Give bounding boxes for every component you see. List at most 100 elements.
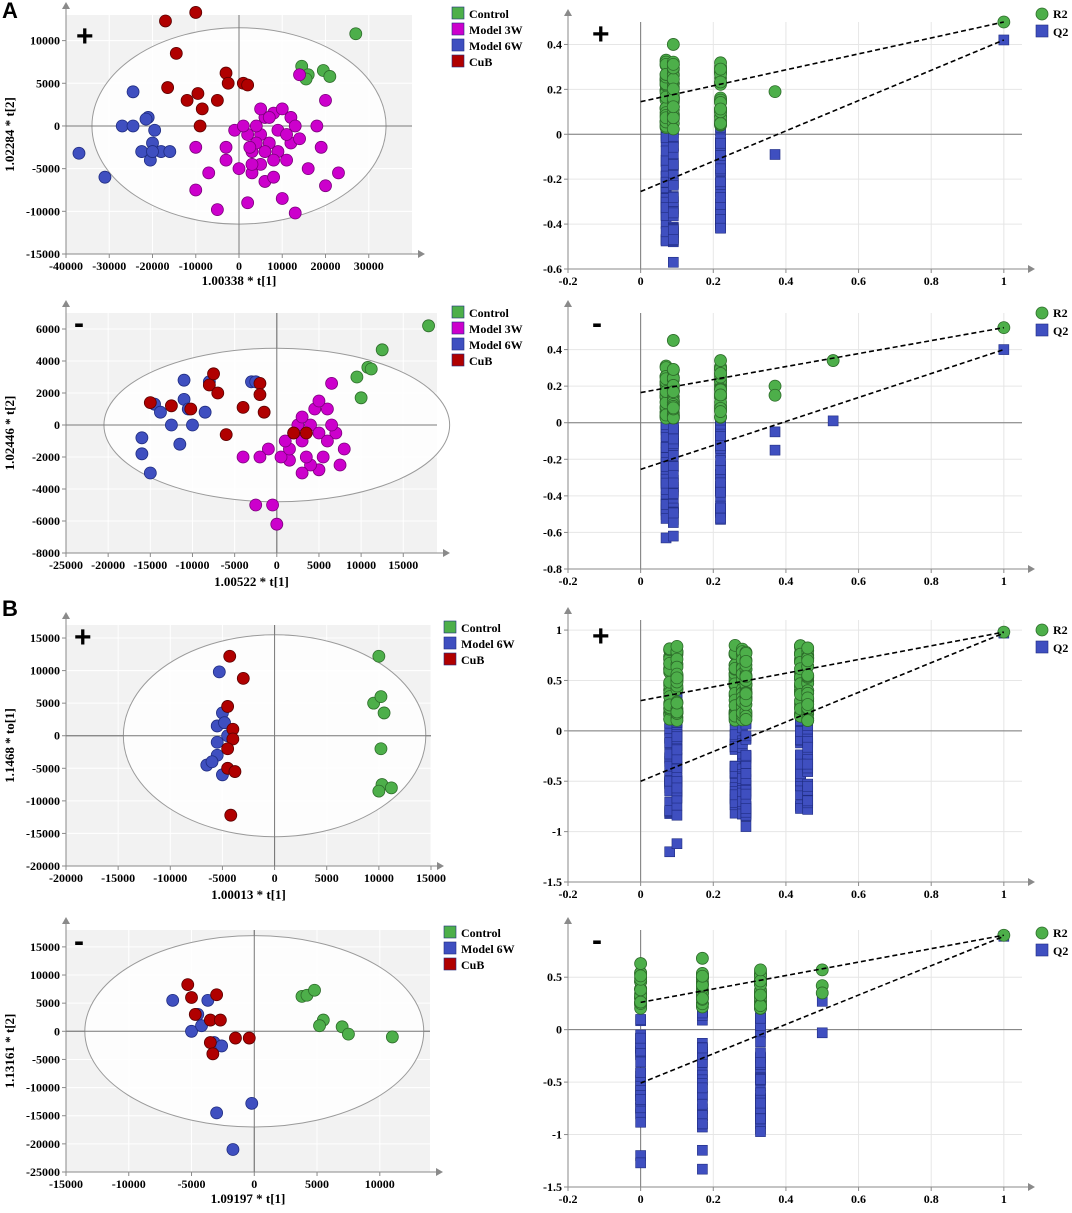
point-model-3w: [253, 450, 267, 464]
point-control: [374, 742, 388, 756]
legend-marker: [443, 941, 457, 955]
y-tick-label: -20000: [26, 1137, 60, 1151]
x-tick-label: -0.2: [559, 1192, 578, 1206]
y-tick-label: 4000: [36, 354, 60, 368]
point-cub: [203, 1036, 217, 1049]
point-control: [377, 706, 391, 720]
x-tick-label: -10000: [153, 871, 187, 885]
y-tick-label: 6000: [36, 322, 60, 336]
legend-label-q2: Q2: [1053, 944, 1068, 958]
r2-point: [739, 654, 753, 668]
legend-label-model-6w: Model 6W: [469, 338, 523, 352]
x-tick-label: 5000: [307, 558, 331, 572]
q2-point: [635, 1116, 646, 1128]
x-axis-arrow: [418, 250, 425, 258]
point-model-6w: [205, 755, 219, 769]
point-model-3w: [262, 111, 276, 124]
y-tick-label: 10000: [30, 34, 60, 48]
q2-point: [755, 1057, 766, 1068]
chart-sign-label: +: [592, 620, 610, 653]
point-model-3w: [249, 119, 263, 133]
legend-marker: [1035, 24, 1049, 38]
point-model-6w: [163, 145, 177, 158]
q2-point: [668, 488, 679, 500]
y-axis-title: 1.02284 * t[2]: [2, 97, 17, 172]
x-axis-title: 1.00338 * t[1]: [202, 273, 277, 288]
q2-point: [668, 433, 679, 445]
x-axis-arrow: [1028, 265, 1035, 273]
y-tick-label: 0: [54, 729, 60, 743]
x-tick-label: 0: [272, 871, 278, 885]
q2-point: [635, 1157, 646, 1169]
q2-point: [740, 749, 752, 761]
q2-regression-line: [640, 39, 1005, 193]
x-tick-label: 0.8: [924, 274, 939, 288]
point-control: [364, 362, 378, 376]
x-tick-label: 20000: [311, 259, 341, 273]
point-model-6w: [135, 431, 149, 445]
y-tick-label: 0: [556, 416, 562, 430]
point-model-3w: [236, 450, 250, 464]
r2-point: [768, 85, 782, 99]
point-control: [354, 391, 368, 405]
r2-point: [670, 671, 684, 685]
y-tick-label: 0.4: [547, 343, 562, 357]
y-tick-label: -6000: [32, 514, 60, 528]
r2-point: [739, 687, 753, 701]
r2-point: [714, 405, 727, 418]
y-tick-label: -0.6: [543, 262, 562, 276]
section-label-b: B: [2, 596, 18, 621]
q2-regression-line: [640, 935, 1005, 1084]
point-model-3w: [288, 119, 302, 133]
x-axis-title: 1.00013 * t[1]: [211, 887, 286, 902]
r2-point: [801, 698, 815, 711]
point-model-3w: [274, 450, 288, 464]
point-cub: [241, 78, 255, 92]
point-model-3w: [267, 170, 281, 184]
q2-point: [802, 795, 814, 807]
y-tick-label: -5000: [32, 761, 60, 775]
q2-point: [668, 256, 679, 268]
y-tick-label: -20000: [26, 859, 60, 873]
r2-point: [714, 367, 727, 380]
r2-point: [670, 696, 684, 710]
x-tick-label: -0.2: [559, 887, 578, 901]
point-cub: [242, 1031, 256, 1045]
q2-point: [715, 512, 726, 524]
y-tick-label: 0: [54, 1024, 60, 1038]
q2-point: [769, 444, 781, 456]
legend-label-control: Control: [469, 306, 509, 320]
legend-marker: [1035, 640, 1049, 654]
point-model-6w: [143, 466, 157, 480]
r2-point: [801, 641, 815, 655]
point-model-3w: [333, 458, 347, 472]
legend-marker: [1035, 7, 1049, 21]
q2-point: [740, 821, 752, 832]
q2-point: [635, 1094, 646, 1105]
x-tick-label: -25000: [49, 558, 83, 572]
x-tick-label: 0.4: [778, 887, 793, 901]
x-axis-arrow: [1028, 878, 1035, 886]
point-model-3w: [267, 153, 281, 167]
x-tick-label: -20000: [91, 558, 125, 572]
x-tick-label: 0: [638, 887, 644, 901]
r2-point: [666, 82, 680, 96]
r2-regression-line: [640, 631, 1004, 702]
point-model-3w: [320, 434, 334, 448]
q2-point: [697, 1042, 708, 1054]
q2-regression-line: [640, 348, 1005, 471]
point-model-3w: [288, 206, 302, 220]
x-tick-label: 10000: [365, 1177, 395, 1191]
x-tick-label: -0.2: [559, 574, 578, 588]
y-tick-label: -5000: [32, 1052, 60, 1066]
x-axis-title: 1.09197 * t[1]: [211, 1191, 286, 1206]
point-model-6w: [186, 418, 199, 432]
x-tick-label: 0.4: [778, 274, 793, 288]
r2-point: [695, 969, 709, 983]
chart-sign-label: +: [592, 18, 610, 51]
y-tick-label: -4000: [32, 482, 60, 496]
chart-a4: -0.2 0 0.2 0.4 0.6 0.8 1 -0.8 -0.6 -0.4 -0.2 0 0.2 0.…: [543, 300, 1068, 588]
legend-label-model-6w: Model 6W: [469, 39, 523, 53]
y-tick-label: -25000: [26, 1165, 60, 1179]
